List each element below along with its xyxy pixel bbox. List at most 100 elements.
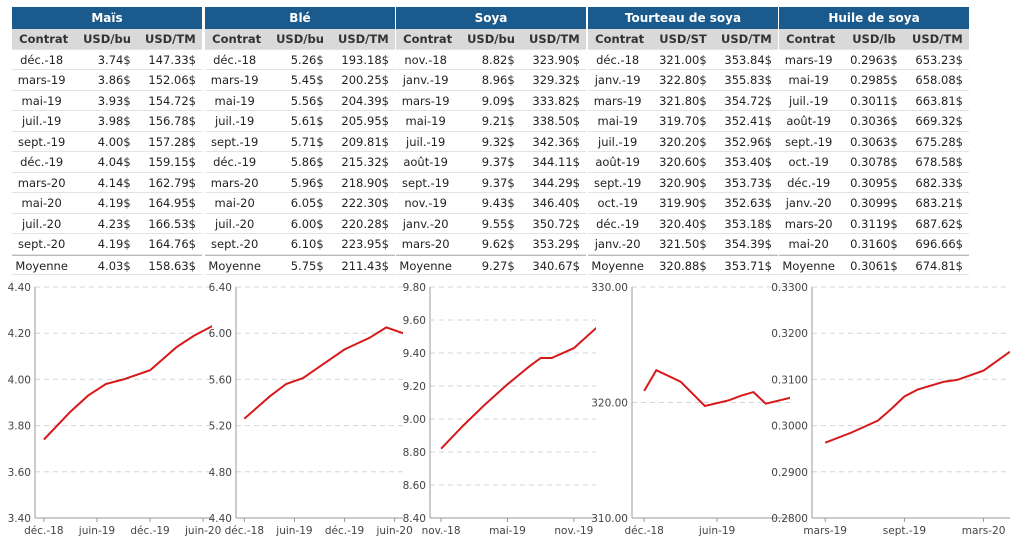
cell: 4.19$ bbox=[97, 237, 131, 251]
cell: 320.88$ bbox=[659, 258, 707, 273]
cell: 9.37$ bbox=[481, 175, 515, 190]
x-tick-label: mars-20 bbox=[962, 525, 1006, 537]
cell: 0.2963$ bbox=[850, 52, 898, 67]
cell: janv.-19 bbox=[594, 73, 641, 87]
cell: 0.3078$ bbox=[850, 155, 898, 169]
table-row: juil.-19 320.20$ 352.96$ bbox=[588, 132, 778, 152]
cell: mai-19 bbox=[21, 93, 62, 108]
cell: juil.-19 bbox=[789, 93, 829, 108]
cell: 9.27$ bbox=[481, 258, 515, 273]
x-tick-label: déc.-19 bbox=[130, 525, 169, 537]
cell: 193.18$ bbox=[341, 52, 389, 67]
y-tick-label: 0.3200 bbox=[771, 328, 808, 340]
cell: 682.33$ bbox=[915, 175, 963, 190]
y-tick-label: 0.3000 bbox=[771, 421, 808, 433]
table-row: sept.-19 0.3063$ 675.28$ bbox=[779, 132, 969, 152]
cell: 352.96$ bbox=[724, 134, 772, 149]
cell: 320.60$ bbox=[659, 155, 707, 169]
cell: 164.95$ bbox=[148, 196, 196, 210]
price-table: Huile de soya Contrat USD/lb USD/TM mars-19 0… bbox=[779, 7, 969, 275]
cell: 674.81$ bbox=[915, 258, 963, 273]
cell: mars-20 bbox=[17, 175, 66, 190]
cell: 353.73$ bbox=[724, 175, 772, 190]
y-tick-label: 6.40 bbox=[209, 282, 232, 294]
cell: 675.28$ bbox=[915, 134, 963, 149]
cell: 0.3119$ bbox=[850, 216, 898, 231]
cell: 147.33$ bbox=[148, 52, 196, 67]
cell: nov.-19 bbox=[404, 196, 447, 210]
cell: mai-19 bbox=[214, 93, 255, 108]
table-row: sept.-19 9.37$ 344.29$ bbox=[396, 173, 586, 193]
table-row: mai-20 0.3160$ 696.66$ bbox=[779, 234, 969, 255]
x-tick-label: juin-19 bbox=[698, 525, 735, 537]
price-table: Blé Contrat USD/bu USD/TM déc.-18 5.26$ 193.18… bbox=[205, 7, 395, 275]
cell: 346.40$ bbox=[532, 196, 580, 210]
cell: 321.50$ bbox=[659, 237, 707, 251]
cell: juil.-19 bbox=[215, 114, 255, 128]
cell: juil.-20 bbox=[215, 216, 255, 231]
cell: 9.43$ bbox=[481, 196, 515, 210]
cell: déc.-18 bbox=[20, 52, 64, 67]
table-row: déc.-18 3.74$ 147.33$ bbox=[12, 50, 202, 70]
cell: 3.86$ bbox=[97, 73, 131, 87]
header-row: Contrat USD/ST USD/TM bbox=[588, 29, 778, 50]
cell: 162.79$ bbox=[148, 175, 196, 190]
column-header: USD/TM bbox=[720, 32, 772, 46]
cell: 8.82$ bbox=[481, 52, 515, 67]
x-tick-label: nov.-19 bbox=[554, 525, 593, 537]
x-tick-label: mai-19 bbox=[489, 525, 526, 537]
cell: 4.19$ bbox=[97, 196, 131, 210]
cell: Moyenne bbox=[591, 258, 644, 273]
x-tick-label: déc.-18 bbox=[624, 525, 663, 537]
table-row: mars-19 5.45$ 200.25$ bbox=[205, 70, 395, 91]
cell: Moyenne bbox=[208, 258, 261, 273]
y-tick-label: 4.40 bbox=[8, 282, 31, 294]
cell: 344.29$ bbox=[532, 175, 580, 190]
table-row: janv.-19 8.96$ 329.32$ bbox=[396, 70, 586, 91]
cell: mai-20 bbox=[788, 237, 829, 251]
cell: mars-20 bbox=[210, 175, 259, 190]
cell: janv.-20 bbox=[402, 216, 449, 231]
table-row: janv.-20 321.50$ 354.39$ bbox=[588, 234, 778, 255]
cell: mai-19 bbox=[597, 114, 638, 128]
table-row: juil.-19 9.32$ 342.36$ bbox=[396, 132, 586, 152]
table-row: déc.-19 4.04$ 159.15$ bbox=[12, 152, 202, 173]
cell: 220.28$ bbox=[341, 216, 389, 231]
cell: 344.11$ bbox=[532, 155, 580, 169]
table-row: oct.-19 0.3078$ 678.58$ bbox=[779, 152, 969, 173]
table-row: déc.-19 5.86$ 215.32$ bbox=[205, 152, 395, 173]
cell: 4.00$ bbox=[97, 134, 131, 149]
y-tick-label: 4.00 bbox=[8, 374, 31, 386]
table-row: mars-19 0.2963$ 653.23$ bbox=[779, 50, 969, 70]
cell: mars-19 bbox=[401, 93, 450, 108]
line bbox=[243, 326, 403, 420]
table-row: juil.-19 5.61$ 205.95$ bbox=[205, 111, 395, 132]
column-header: Contrat bbox=[786, 32, 836, 46]
cell: déc.-19 bbox=[213, 155, 257, 169]
cell: août-19 bbox=[786, 114, 831, 128]
cell: 9.32$ bbox=[481, 134, 515, 149]
x-tick-label: déc.-19 bbox=[325, 525, 364, 537]
cell: 5.86$ bbox=[290, 155, 324, 169]
column-header: USD/TM bbox=[144, 32, 196, 46]
y-tick-label: 0.3300 bbox=[771, 282, 808, 294]
y-tick-label: 3.40 bbox=[8, 513, 31, 525]
table-row: sept.-19 4.00$ 157.28$ bbox=[12, 132, 202, 152]
cell: 3.93$ bbox=[97, 93, 131, 108]
x-tick-label: juin-20 bbox=[376, 525, 413, 537]
cell: 0.3036$ bbox=[850, 114, 898, 128]
cell: 353.18$ bbox=[724, 216, 772, 231]
table-row: mai-19 0.2985$ 658.08$ bbox=[779, 70, 969, 91]
cell: 342.36$ bbox=[532, 134, 580, 149]
cell: 152.06$ bbox=[148, 73, 196, 87]
cell: juil.-19 bbox=[22, 114, 62, 128]
cell: 353.71$ bbox=[724, 258, 772, 273]
cell: 5.96$ bbox=[290, 175, 324, 190]
y-tick-label: 4.80 bbox=[209, 467, 232, 479]
cell: 205.95$ bbox=[341, 114, 389, 128]
price-table: Soya Contrat USD/bu USD/TM nov.-18 8.82$ 323.9… bbox=[396, 7, 586, 275]
cell: 353.84$ bbox=[724, 52, 772, 67]
cell: 352.41$ bbox=[724, 114, 772, 128]
cell: oct.-19 bbox=[597, 196, 638, 210]
